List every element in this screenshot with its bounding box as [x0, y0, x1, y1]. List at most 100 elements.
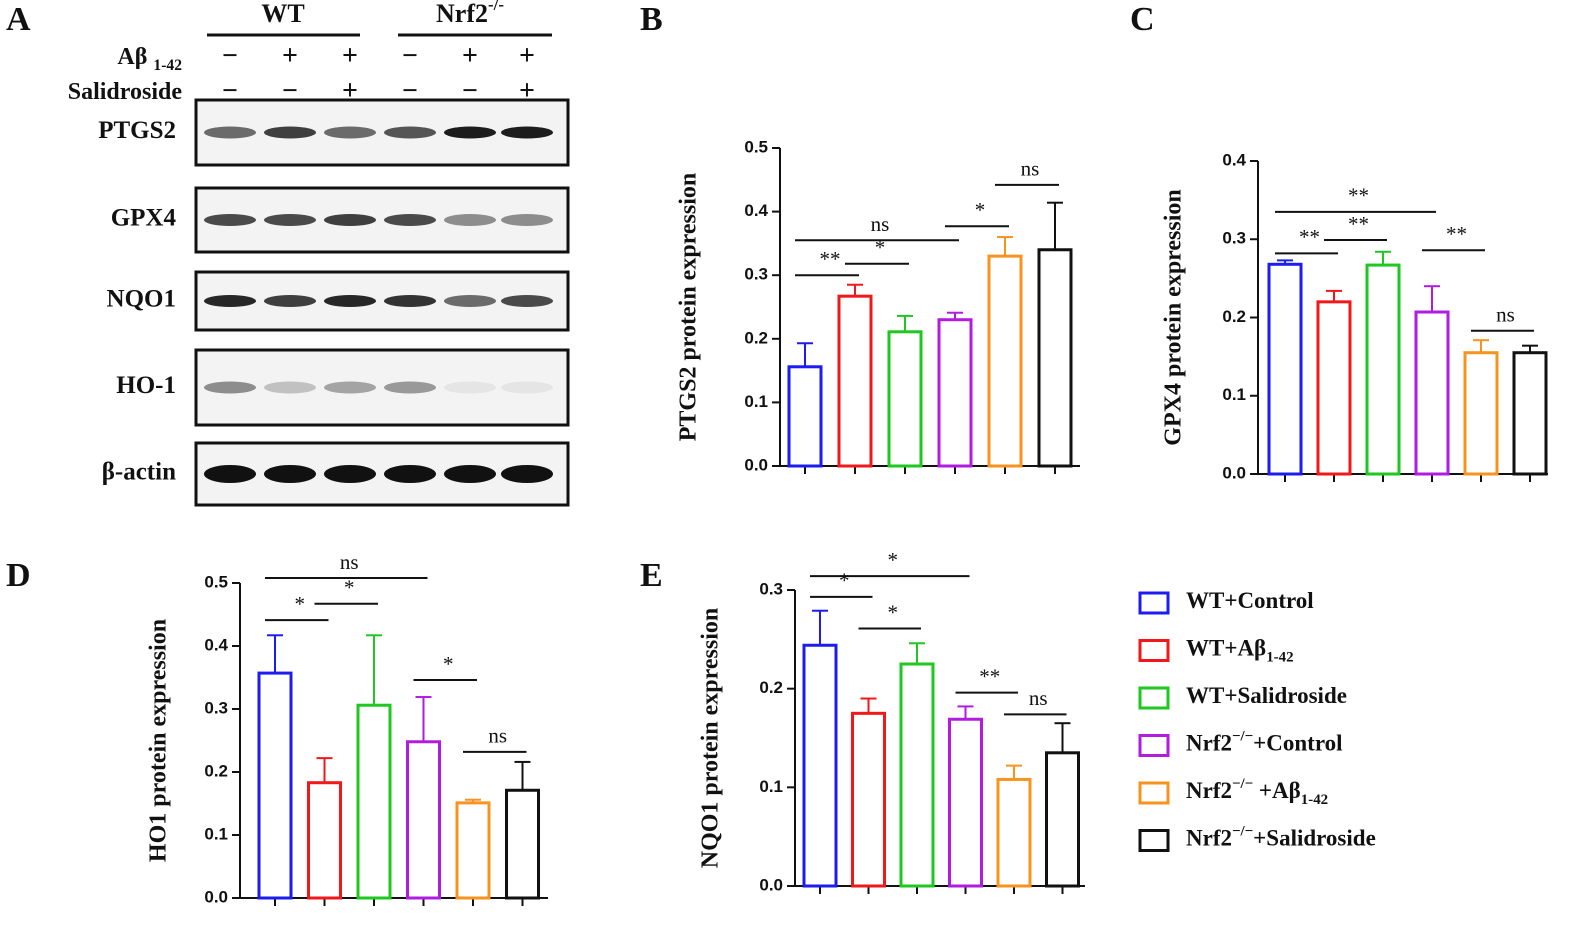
- y-tick-label: 0.2: [1222, 307, 1246, 326]
- protein-label: PTGS2: [98, 117, 176, 144]
- bar: [802, 643, 838, 888]
- blot-band: [384, 465, 436, 483]
- blot-band: [444, 295, 496, 307]
- y-tick-label: 0.5: [744, 137, 768, 156]
- y-tick-label: 0.4: [744, 201, 768, 220]
- panel-letter: E: [640, 557, 663, 594]
- treatment-sign: −: [222, 40, 238, 71]
- treatment-label: Aβ 1-42: [117, 44, 182, 75]
- bar: [937, 318, 973, 468]
- bar: [787, 365, 823, 468]
- legend-label-part: WT+Aβ: [1186, 636, 1266, 661]
- y-tick-label: 0.2: [204, 761, 228, 780]
- treatment-label-part: Salidroside: [68, 79, 183, 105]
- blot-band: [501, 214, 553, 226]
- bar: [1045, 751, 1080, 888]
- bar: [1267, 262, 1303, 476]
- blot-band: [324, 214, 376, 226]
- y-axis-title: PTGS2 protein expression: [676, 173, 702, 441]
- blot-band: [444, 126, 496, 139]
- significance-label: ns: [1029, 686, 1048, 710]
- blot-band: [444, 214, 496, 226]
- y-tick-label: 0.3: [759, 579, 783, 598]
- blot-band: [444, 465, 496, 483]
- significance-label: *: [344, 576, 355, 600]
- y-tick-label: 0.1: [744, 392, 768, 411]
- y-tick-label: 0.3: [744, 265, 768, 284]
- y-axis-title: GPX4 protein expression: [1161, 189, 1187, 445]
- bar: [1037, 248, 1073, 468]
- legend-label-part: −/−: [1232, 729, 1253, 745]
- y-tick-label: 0.0: [1222, 463, 1246, 482]
- blot-band: [501, 381, 553, 394]
- treatment-label: Salidroside: [68, 79, 183, 105]
- blot-band: [324, 126, 376, 139]
- blot-band: [501, 465, 553, 483]
- legend-label: WT+Aβ1-42: [1186, 636, 1294, 666]
- legend-swatch: [1138, 639, 1170, 662]
- blot-band: [384, 381, 436, 394]
- significance-label: *: [295, 592, 306, 616]
- bar: [987, 254, 1023, 468]
- blot-frame: [194, 441, 570, 507]
- group-label: Nrf2-/-: [436, 0, 504, 28]
- protein-label: HO-1: [116, 372, 176, 399]
- y-tick-label: 0.4: [204, 635, 228, 654]
- legend-label-part: WT+Control: [1186, 588, 1314, 613]
- legend-label-part: 1-42: [1301, 792, 1328, 808]
- protein-label: GPX4: [111, 205, 177, 232]
- blot-band: [264, 295, 316, 307]
- y-tick-label: 0.1: [204, 824, 228, 843]
- panel-letter: D: [6, 557, 31, 594]
- blot-band: [324, 295, 376, 307]
- significance-label: *: [888, 600, 899, 624]
- blot-band: [444, 381, 496, 394]
- y-tick-label: 0.1: [1222, 385, 1246, 404]
- blot-band: [204, 295, 256, 307]
- significance-label: ns: [871, 212, 890, 236]
- bar: [257, 671, 293, 900]
- legend-swatch: [1138, 781, 1170, 805]
- y-tick-label: 0.4: [1222, 150, 1246, 169]
- legend-label-part: Nrf2: [1186, 826, 1232, 851]
- significance-label: ns: [340, 550, 359, 574]
- y-tick-label: 0.0: [759, 875, 783, 894]
- y-axis-title: HO1 protein expression: [146, 619, 172, 862]
- y-tick-label: 0.3: [1222, 229, 1246, 248]
- blot-band: [264, 126, 316, 139]
- bar: [1414, 310, 1450, 476]
- blot-band: [204, 214, 256, 226]
- y-tick-label: 0.0: [744, 455, 768, 474]
- bar: [996, 777, 1032, 888]
- blot-band: [324, 465, 376, 483]
- significance-label: *: [839, 569, 850, 593]
- blot-band: [204, 381, 256, 394]
- panel-letter: C: [1130, 1, 1155, 38]
- legend-label: Nrf2−/− +Aβ1-42: [1186, 776, 1328, 808]
- treatment-sign: +: [519, 40, 535, 71]
- bar: [406, 740, 441, 900]
- legend-label-part: −/−: [1232, 776, 1253, 792]
- significance-label: **: [1446, 222, 1467, 246]
- blot-band: [204, 465, 256, 483]
- blot-frame: [194, 348, 570, 427]
- treatment-sign: +: [282, 40, 298, 71]
- significance-label: ns: [1496, 303, 1515, 327]
- significance-label: ns: [1021, 157, 1040, 181]
- bar: [505, 788, 540, 900]
- significance-label: *: [443, 652, 454, 676]
- legend-label: WT+Control: [1186, 588, 1314, 613]
- blot-band: [204, 126, 256, 139]
- blot-band: [501, 295, 553, 307]
- legend-label-part: +Salidroside: [1253, 826, 1376, 851]
- group-label-part: WT: [261, 0, 304, 28]
- bar: [887, 330, 923, 468]
- y-tick-label: 0.2: [744, 328, 768, 347]
- blot-band: [384, 126, 436, 139]
- y-tick-label: 0.2: [759, 678, 783, 697]
- blot-band: [384, 295, 436, 307]
- significance-label: *: [975, 198, 986, 222]
- bar: [1463, 351, 1499, 476]
- blot-frame: [194, 186, 570, 254]
- y-tick-label: 0.3: [204, 698, 228, 717]
